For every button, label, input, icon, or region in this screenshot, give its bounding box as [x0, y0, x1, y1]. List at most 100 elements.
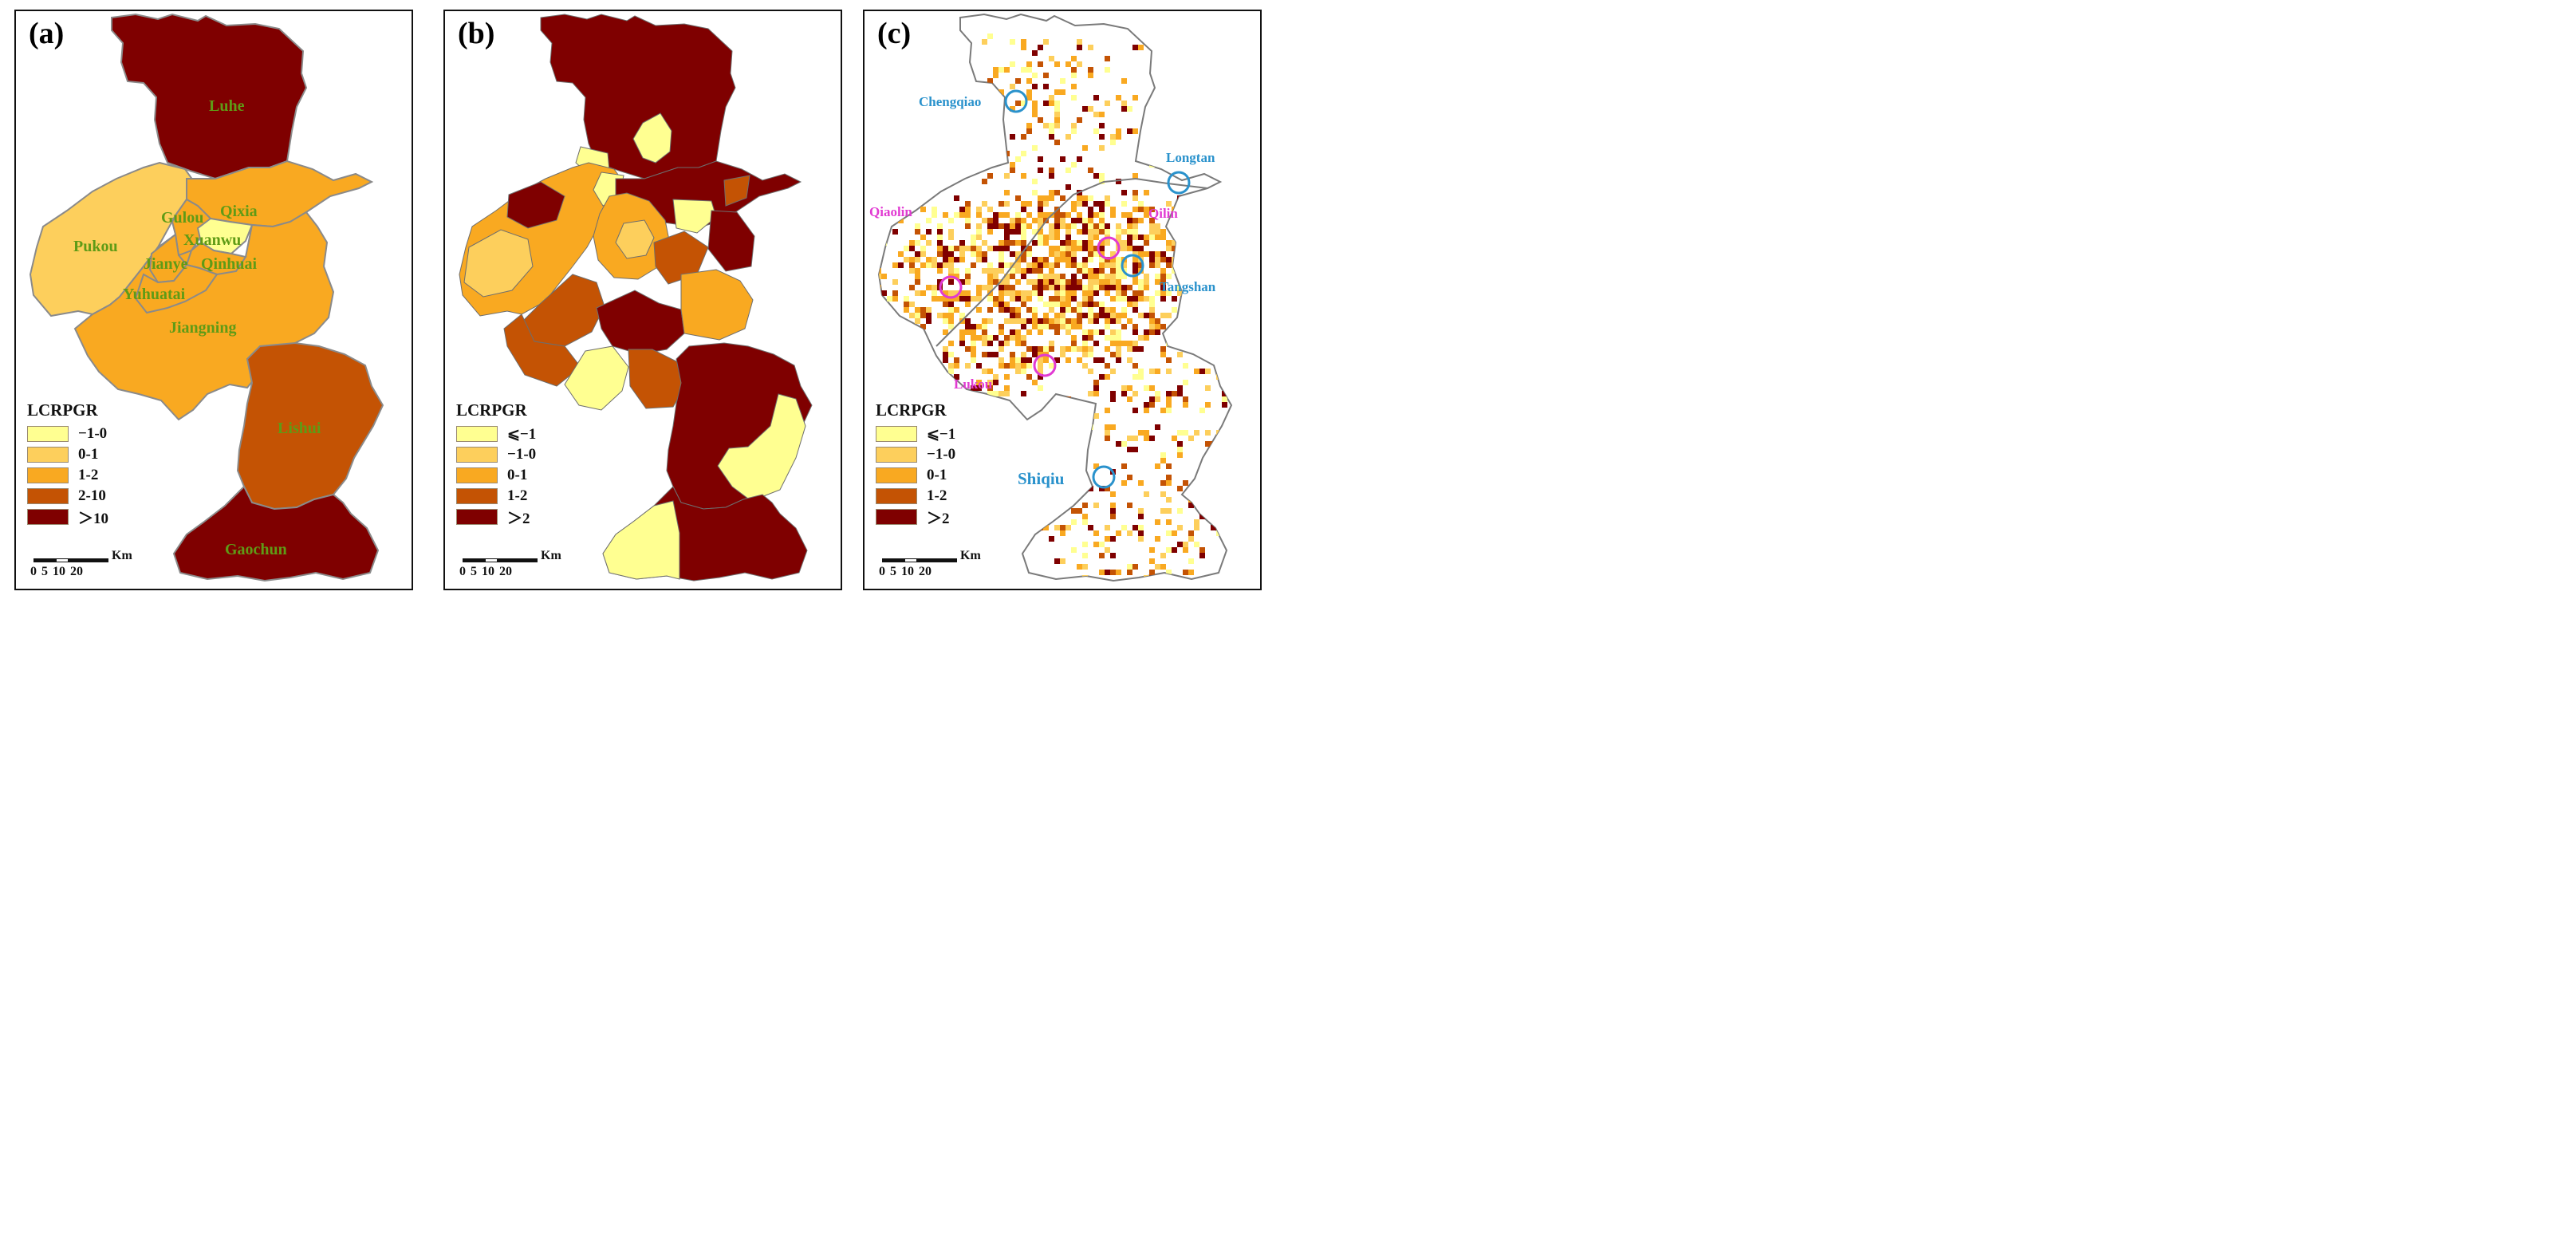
pixel-cell	[1071, 56, 1077, 61]
pixel-cell	[920, 246, 926, 251]
pixel-cell	[1138, 246, 1144, 251]
pixel-cell	[1132, 525, 1138, 530]
pixel-cell	[1088, 218, 1093, 223]
pixel-cell	[993, 223, 998, 229]
pixel-cell	[1099, 313, 1105, 318]
legend-label: ⩽−1	[507, 425, 537, 443]
pixel-cell	[1082, 302, 1088, 307]
pixel-cell	[1160, 408, 1166, 413]
pixel-cell	[1004, 190, 1010, 195]
pixel-cell	[1177, 285, 1183, 290]
pixel-cell	[1060, 525, 1065, 530]
pixel-cell	[926, 357, 932, 363]
pixel-cell	[1049, 341, 1054, 346]
pixel-cell	[1071, 475, 1077, 480]
pixel-cell	[1015, 229, 1021, 235]
pixel-cell	[987, 134, 993, 140]
pixel-cell	[1127, 570, 1132, 575]
pixel-cell	[1132, 246, 1138, 251]
pixel-cell	[1026, 279, 1032, 285]
marker-qiaolin	[939, 275, 963, 299]
pixel-cell	[1004, 374, 1010, 380]
pixel-cell	[998, 201, 1004, 207]
pixel-cell	[1121, 274, 1127, 279]
pixel-cell	[1177, 441, 1183, 447]
pixel-cell	[1060, 223, 1065, 229]
pixel-cell	[1138, 369, 1144, 374]
pixel-cell	[948, 307, 954, 313]
pixel-cell	[1071, 290, 1077, 296]
pixel-cell	[1077, 195, 1082, 201]
pixel-cell	[1099, 251, 1105, 257]
pixel-cell	[1038, 329, 1043, 335]
pixel-cell	[1116, 128, 1121, 134]
legend-label: 0-1	[507, 467, 528, 483]
pixel-cell	[1177, 246, 1183, 251]
pixel-cell	[943, 302, 948, 307]
pixel-cell	[1038, 279, 1043, 285]
pixel-cell	[1138, 536, 1144, 542]
pixel-cell	[1138, 262, 1144, 268]
pixel-cell	[1010, 352, 1015, 357]
scale-unit: Km	[960, 549, 981, 562]
pixel-cell	[1026, 296, 1032, 302]
pixel-cell	[1043, 240, 1049, 246]
pixel-cell	[1121, 324, 1127, 329]
pixel-cell	[1211, 357, 1216, 363]
pixel-cell	[892, 290, 898, 296]
pixel-cell	[987, 285, 993, 290]
pixel-cell	[920, 235, 926, 240]
pixel-cell	[1038, 117, 1043, 123]
pixel-cell	[1250, 156, 1255, 162]
label-chengqiao: Chengqiao	[919, 94, 982, 109]
pixel-cell	[1099, 374, 1105, 380]
pixel-cell	[1032, 73, 1038, 78]
pixel-cell	[1082, 268, 1088, 274]
pixel-cell	[1093, 530, 1099, 536]
pixel-cell	[1144, 207, 1149, 212]
pixel-cell	[943, 357, 948, 363]
pixel-cell	[1183, 402, 1188, 408]
pixel-cell	[1155, 318, 1160, 324]
pixel-cell	[1021, 391, 1026, 396]
pixel-cell	[1093, 380, 1099, 385]
pixel-cell	[1172, 229, 1177, 235]
pixel-cell	[998, 307, 1004, 313]
pixel-cell	[998, 257, 1004, 262]
pixel-cell	[1127, 447, 1132, 452]
pixel-cell	[998, 212, 1004, 218]
pixel-cell	[1160, 235, 1166, 240]
pixel-cell	[1155, 274, 1160, 279]
pixel-cell	[1132, 341, 1138, 346]
pixel-cell	[982, 101, 987, 106]
pixel-cell	[1160, 480, 1166, 486]
pixel-cell	[1116, 262, 1121, 268]
pixel-cell	[1054, 302, 1060, 307]
pixel-cell	[1082, 218, 1088, 223]
pixel-cell	[909, 285, 915, 290]
pixel-cell	[1121, 190, 1127, 195]
pixel-cell	[1116, 341, 1121, 346]
pixel-cell	[1110, 553, 1116, 558]
pixel-cell	[1082, 519, 1088, 525]
pixel-cell	[1082, 274, 1088, 279]
pixel-cell	[987, 380, 993, 385]
pixel-cell	[982, 352, 987, 357]
pixel-cell	[987, 207, 993, 212]
pixel-cell	[1211, 503, 1216, 508]
pixel-cell	[1038, 324, 1043, 329]
pixel-cell	[1099, 212, 1105, 218]
pixel-cell	[987, 369, 993, 374]
pixel-cell	[1082, 106, 1088, 112]
pixel-cell	[1116, 329, 1121, 335]
pixel-cell	[1093, 251, 1099, 257]
pixel-cell	[954, 357, 959, 363]
pixel-cell	[954, 374, 959, 380]
pixel-cell	[1127, 346, 1132, 352]
pixel-cell	[1060, 257, 1065, 262]
pixel-cell	[1038, 285, 1043, 290]
pixel-cell	[1127, 212, 1132, 218]
pixel-cell	[1138, 430, 1144, 436]
pixel-cell	[1127, 240, 1132, 246]
pixel-cell	[1110, 329, 1116, 335]
